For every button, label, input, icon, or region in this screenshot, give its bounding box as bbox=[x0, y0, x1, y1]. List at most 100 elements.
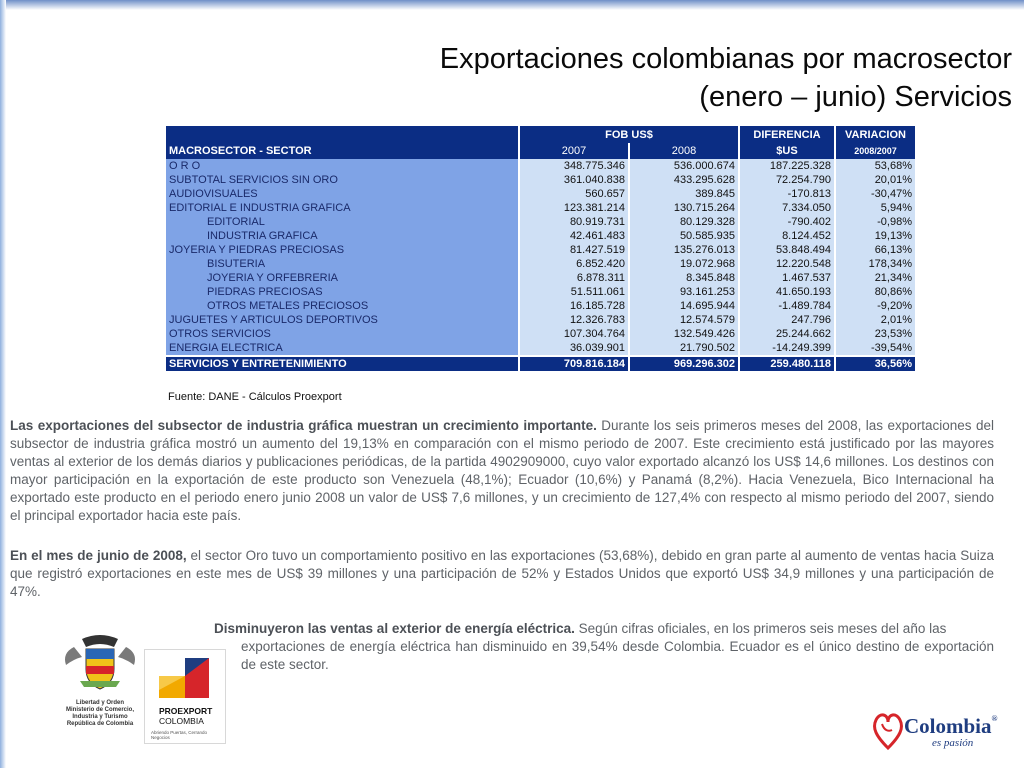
row-value-diferencia: 12.220.548 bbox=[739, 257, 836, 271]
proexport-country: COLOMBIA bbox=[159, 716, 204, 726]
table-row: OTROS METALES PRECIOSOS 16.185.728 14.695.… bbox=[166, 299, 915, 313]
row-sector-name: SUBTOTAL SERVICIOS SIN ORO bbox=[166, 173, 520, 187]
row-value-variacion: 23,53% bbox=[835, 327, 915, 341]
row-value-2008: 132.549.426 bbox=[629, 327, 740, 341]
proexport-name: PROEXPORT bbox=[159, 706, 213, 716]
row-value-2007: 51.511.061 bbox=[519, 285, 630, 299]
row-sector-name: OTROS METALES PRECIOSOS bbox=[166, 299, 520, 313]
row-value-2007: 12.326.783 bbox=[519, 313, 630, 327]
colombia-coat-of-arms-logo: Libertad y Orden Ministerio de Comercio,… bbox=[60, 633, 140, 743]
table-row: ENERGIA ELECTRICA 36.039.901 21.790.502 -14… bbox=[166, 341, 915, 356]
brand-word: Colombia bbox=[904, 714, 992, 738]
row-value-2007: 42.461.483 bbox=[519, 229, 630, 243]
table-row: JOYERIA Y ORFEBRERIA 6.878.311 8.345.848 1.… bbox=[166, 271, 915, 285]
row-value-diferencia: 25.244.662 bbox=[739, 327, 836, 341]
row-value-variacion: 2,01% bbox=[835, 313, 915, 327]
row-value-diferencia: 187.225.328 bbox=[739, 159, 836, 173]
row-sector-name: INDUSTRIA GRAFICA bbox=[166, 229, 520, 243]
row-value-2007: 123.381.214 bbox=[519, 201, 630, 215]
paragraph-industria-grafica: Las exportaciones del subsector de indus… bbox=[10, 417, 994, 525]
row-value-variacion: 5,94% bbox=[835, 201, 915, 215]
row-value-diferencia: 247.796 bbox=[739, 313, 836, 327]
brand-tagline: es pasión bbox=[932, 737, 974, 749]
header-dif-unit: $US bbox=[739, 143, 836, 159]
header-variacion: VARIACION bbox=[835, 126, 915, 143]
row-value-variacion: 66,13% bbox=[835, 243, 915, 257]
total-value-diferencia: 259.480.118 bbox=[739, 355, 836, 371]
row-value-variacion: 178,34% bbox=[835, 257, 915, 271]
row-value-2008: 14.695.944 bbox=[629, 299, 740, 313]
row-value-2008: 19.072.968 bbox=[629, 257, 740, 271]
proexport-mark-icon bbox=[159, 658, 209, 698]
row-value-2008: 433.295.628 bbox=[629, 173, 740, 187]
paragraph-oro: En el mes de junio de 2008, el sector Or… bbox=[10, 547, 994, 601]
row-value-2008: 135.276.013 bbox=[629, 243, 740, 257]
govt-caption-0: Libertad y Orden bbox=[75, 700, 124, 706]
row-value-2008: 389.845 bbox=[629, 187, 740, 201]
row-value-diferencia: 1.467.537 bbox=[739, 271, 836, 285]
total-value-2008: 969.296.302 bbox=[629, 355, 740, 371]
table-row: O R O 348.775.346 536.000.674 187.225.328 53… bbox=[166, 159, 915, 173]
row-sector-name: EDITORIAL E INDUSTRIA GRAFICA bbox=[166, 201, 520, 215]
row-value-diferencia: -170.813 bbox=[739, 187, 836, 201]
total-value-variacion: 36,56% bbox=[835, 355, 915, 371]
row-value-variacion: -9,20% bbox=[835, 299, 915, 313]
header-fob: FOB US$ bbox=[519, 126, 740, 143]
row-value-2008: 93.161.253 bbox=[629, 285, 740, 299]
govt-caption-2: Industria y Turismo bbox=[72, 714, 128, 720]
export-table: FOB US$ DIFERENCIA VARIACION MACROSECTOR… bbox=[166, 126, 915, 371]
row-value-2007: 361.040.838 bbox=[519, 173, 630, 187]
header-var-period: 2008/2007 bbox=[835, 143, 915, 159]
table-row: JUGUETES Y ARTICULOS DEPORTIVOS 12.326.78… bbox=[166, 313, 915, 327]
proexport-tagline: Abriendo Puertas, Cerrando Negocios bbox=[151, 730, 208, 740]
row-value-2008: 130.715.264 bbox=[629, 201, 740, 215]
table-row: OTROS SERVICIOS 107.304.764 132.549.426 25.… bbox=[166, 327, 915, 341]
paragraph-1-body: Durante los seis primeros meses del 2008… bbox=[10, 418, 994, 523]
table-row: BISUTERIA 6.852.420 19.072.968 12.220.548 17… bbox=[166, 257, 915, 271]
row-value-2007: 81.427.519 bbox=[519, 243, 630, 257]
row-value-2007: 36.039.901 bbox=[519, 341, 630, 356]
row-value-variacion: -39,54% bbox=[835, 341, 915, 356]
header-diferencia: DIFERENCIA bbox=[739, 126, 836, 143]
row-value-2007: 80.919.731 bbox=[519, 215, 630, 229]
row-value-2008: 50.585.935 bbox=[629, 229, 740, 243]
row-value-2008: 21.790.502 bbox=[629, 341, 740, 356]
row-value-2008: 536.000.674 bbox=[629, 159, 740, 173]
row-value-diferencia: 41.650.193 bbox=[739, 285, 836, 299]
row-value-diferencia: 53.848.494 bbox=[739, 243, 836, 257]
total-sector-name: SERVICIOS Y ENTRETENIMIENTO bbox=[166, 355, 520, 371]
table-row: PIEDRAS PRECIOSAS 51.511.061 93.161.253 41.… bbox=[166, 285, 915, 299]
brand-registered-mark: ® bbox=[991, 714, 998, 723]
row-value-variacion: -30,47% bbox=[835, 187, 915, 201]
proexport-logo: PROEXPORT COLOMBIA Abriendo Puertas, Cer… bbox=[144, 649, 226, 744]
colombia-es-pasion-logo: Colombia® es pasión bbox=[868, 702, 1018, 757]
slide-title-line-1: Exportaciones colombianas por macrosecto… bbox=[439, 43, 1012, 75]
row-value-diferencia: -14.249.399 bbox=[739, 341, 836, 356]
header-2008: 2008 bbox=[629, 143, 740, 159]
row-value-variacion: 80,86% bbox=[835, 285, 915, 299]
header-empty-cell bbox=[166, 126, 520, 143]
slide-title: Exportaciones colombianas por macrosecto… bbox=[252, 40, 1012, 116]
row-value-variacion: 20,01% bbox=[835, 173, 915, 187]
paragraph-3-body-a: Según cifras oficiales, en los primeros … bbox=[574, 621, 947, 636]
row-value-2007: 16.185.728 bbox=[519, 299, 630, 313]
row-value-diferencia: 72.254.790 bbox=[739, 173, 836, 187]
paragraph-3-lead: Disminuyeron las ventas al exterior de e… bbox=[214, 621, 575, 636]
table-body: O R O 348.775.346 536.000.674 187.225.328 53… bbox=[166, 159, 915, 371]
row-sector-name: EDITORIAL bbox=[166, 215, 520, 229]
row-value-diferencia: 8.124.452 bbox=[739, 229, 836, 243]
row-value-2008: 8.345.848 bbox=[629, 271, 740, 285]
paragraph-3-body-b: exportaciones de energía eléctrica han d… bbox=[241, 639, 994, 672]
table-row: EDITORIAL E INDUSTRIA GRAFICA 123.381.214… bbox=[166, 201, 915, 215]
row-value-2007: 6.878.311 bbox=[519, 271, 630, 285]
table-row: INDUSTRIA GRAFICA 42.461.483 50.585.935 8.1… bbox=[166, 229, 915, 243]
table-row: AUDIOVISUALES 560.657 389.845 -170.813 -30,4… bbox=[166, 187, 915, 201]
row-value-variacion: -0,98% bbox=[835, 215, 915, 229]
row-sector-name: JOYERIA Y PIEDRAS PRECIOSAS bbox=[166, 243, 520, 257]
row-value-diferencia: 7.334.050 bbox=[739, 201, 836, 215]
row-value-variacion: 19,13% bbox=[835, 229, 915, 243]
paragraph-energia: Disminuyeron las ventas al exterior de e… bbox=[214, 620, 994, 674]
table-total-row: SERVICIOS Y ENTRETENIMIENTO 709.816.184 96… bbox=[166, 355, 915, 371]
paragraph-2-body: el sector Oro tuvo un comportamiento pos… bbox=[10, 548, 995, 599]
total-value-2007: 709.816.184 bbox=[519, 355, 630, 371]
